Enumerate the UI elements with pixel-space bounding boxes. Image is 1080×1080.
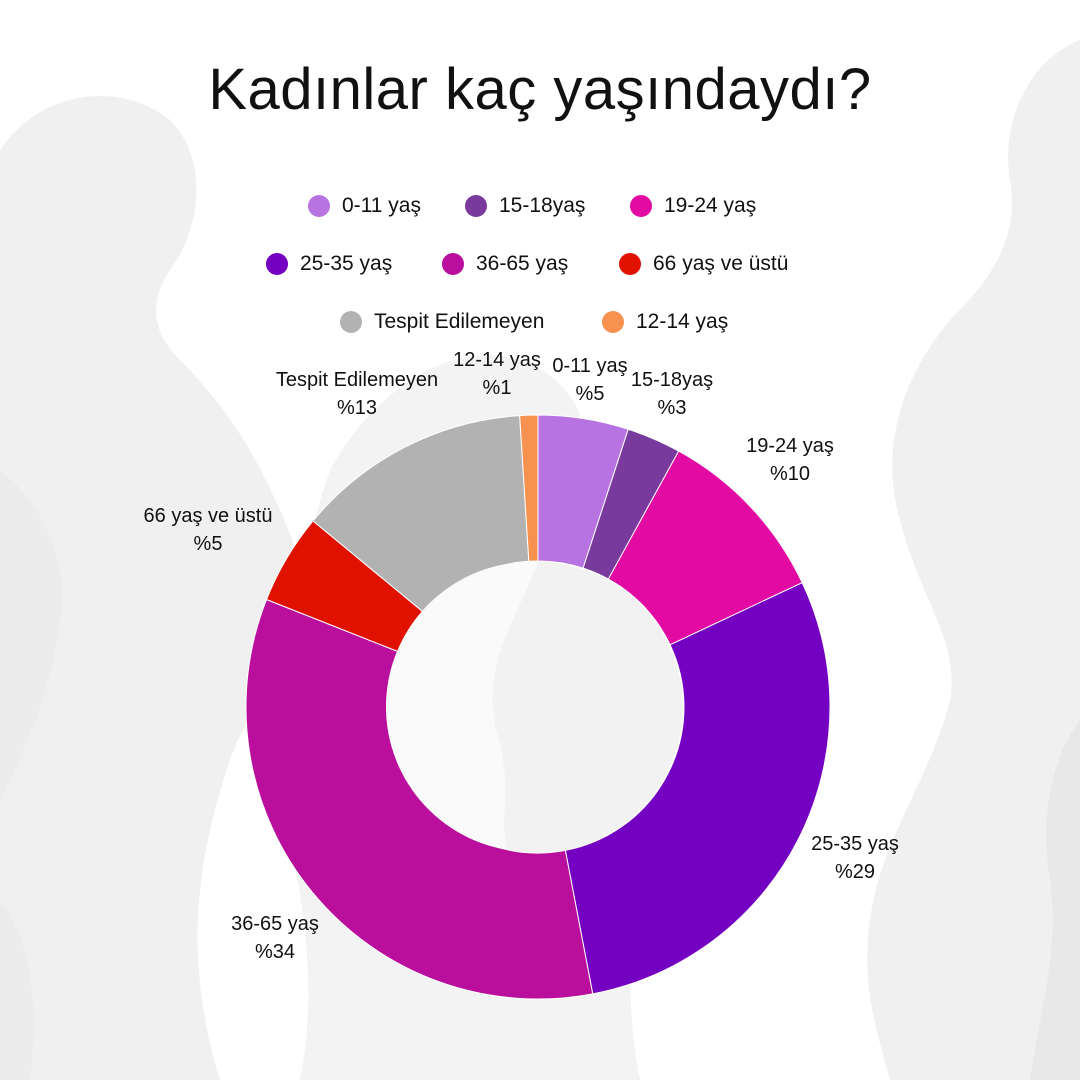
donut-hole-shade xyxy=(385,561,538,850)
legend-label: 36-65 yaş xyxy=(476,252,569,275)
legend-item: 25-35 yaş xyxy=(266,252,392,276)
slice-label-name: 36-65 yaş xyxy=(231,913,319,935)
legend-item: 36-65 yaş xyxy=(442,252,568,276)
legend-dot xyxy=(442,253,464,275)
legend-dot xyxy=(340,311,362,333)
slice-label-name: Tespit Edilemeyen xyxy=(276,369,438,391)
legend-label: 19-24 yaş xyxy=(664,194,757,217)
slice-label-name: 12-14 yaş xyxy=(453,349,541,371)
slice-label-value: %3 xyxy=(658,397,687,419)
slice-label-name: 0-11 yaş xyxy=(552,355,627,377)
legend-item: 66 yaş ve üstü xyxy=(619,252,788,276)
slice-label-name: 15-18yaş xyxy=(631,369,713,391)
legend-dot xyxy=(602,311,624,333)
legend-dot xyxy=(266,253,288,275)
legend-dot xyxy=(630,195,652,217)
legend-item: 0-11 yaş xyxy=(308,194,421,218)
legend-item: 15-18yaş xyxy=(465,194,585,218)
legend-label: Tespit Edilemeyen xyxy=(374,310,545,333)
legend-dot xyxy=(308,195,330,217)
slice-label-value: %1 xyxy=(483,377,512,399)
legend-dot xyxy=(465,195,487,217)
chart-title: Kadınlar kaç yaşındaydı? xyxy=(208,57,872,122)
slice-label-value: %34 xyxy=(255,941,295,963)
slice-label-value: %13 xyxy=(337,397,377,419)
slice-label-name: 66 yaş ve üstü xyxy=(144,505,273,527)
legend-item: 19-24 yaş xyxy=(630,194,756,218)
legend-label: 12-14 yaş xyxy=(636,310,729,333)
donut-slice xyxy=(564,582,831,995)
slice-label-value: %5 xyxy=(576,383,605,405)
legend-label: 66 yaş ve üstü xyxy=(653,252,789,275)
legend-item: Tespit Edilemeyen xyxy=(340,310,544,334)
donut-slice xyxy=(519,414,539,562)
chart-legend: 0-11 yaş 15-18yaş 19-24 yaş 25-35 yaş 36… xyxy=(0,0,1080,360)
slice-label-value: %5 xyxy=(194,533,223,555)
legend-dot xyxy=(619,253,641,275)
slice-label-value: %29 xyxy=(835,861,875,883)
legend-label: 0-11 yaş xyxy=(342,194,421,217)
slice-label-name: 19-24 yaş xyxy=(746,435,834,457)
legend-label: 15-18yaş xyxy=(499,194,586,217)
legend-item: 12-14 yaş xyxy=(602,310,728,334)
legend-label: 25-35 yaş xyxy=(300,252,393,275)
slice-label-name: 25-35 yaş xyxy=(811,833,899,855)
slice-label-value: %10 xyxy=(770,463,810,485)
